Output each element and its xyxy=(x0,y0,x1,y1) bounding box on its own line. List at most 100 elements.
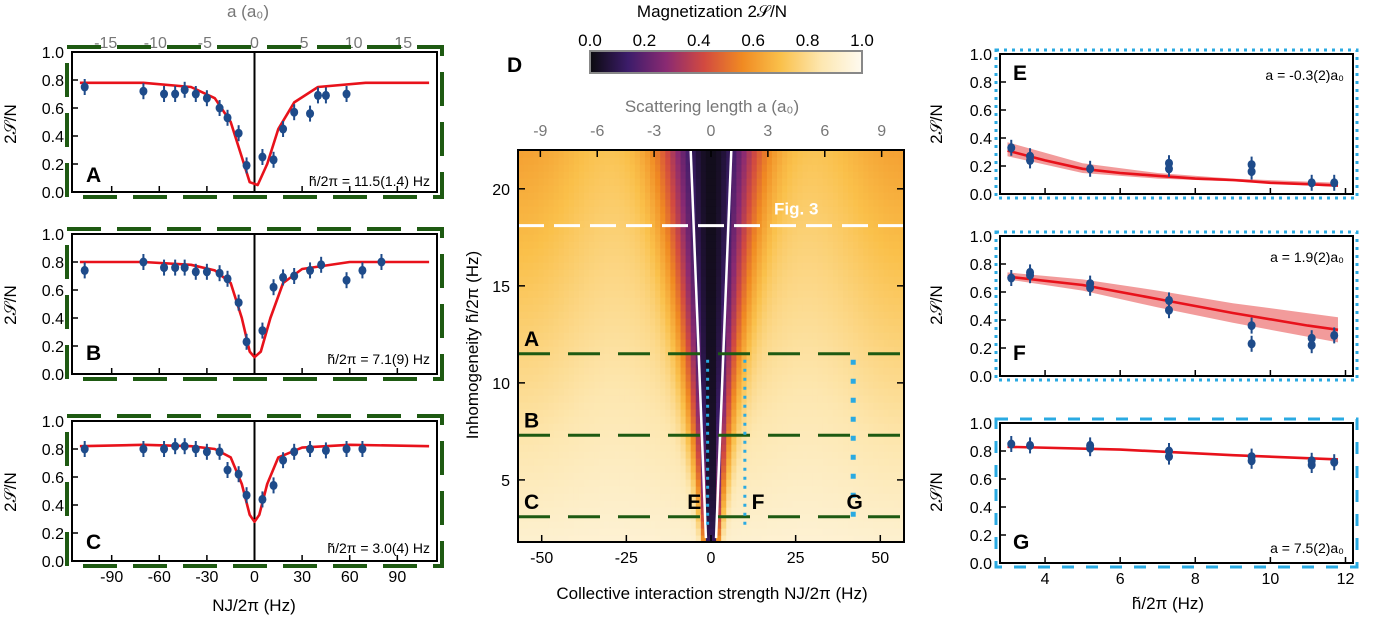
heatmap-cell xyxy=(858,409,864,417)
heatmap-cell xyxy=(609,178,616,186)
heatmap-cell xyxy=(858,171,864,179)
heatmap-cell xyxy=(650,465,656,473)
heatmap-cell xyxy=(756,171,763,179)
top-tick-label: 15 xyxy=(394,35,412,52)
heatmap-cell xyxy=(807,171,814,179)
heatmap-cell xyxy=(761,213,768,221)
data-point xyxy=(269,155,278,165)
heatmap-cell xyxy=(756,234,763,242)
heatmap-cell xyxy=(624,241,631,249)
heatmap-cell xyxy=(787,262,793,270)
heatmap-cell xyxy=(711,388,717,396)
heatmap-cell xyxy=(827,416,834,424)
heatmap-cell xyxy=(675,521,682,529)
y-tick-label: 1.0 xyxy=(970,47,992,64)
heatmap-cell xyxy=(533,150,539,158)
heatmap-cell xyxy=(726,409,732,417)
heatmap-cell xyxy=(558,227,565,235)
heatmap-cell xyxy=(553,528,560,536)
heatmap-cell xyxy=(848,199,854,207)
panel-annotation: a = -0.3(2)a₀ xyxy=(1265,67,1344,83)
heatmap-cell xyxy=(761,241,768,249)
heatmap-cell xyxy=(543,528,550,536)
heatmap-cell xyxy=(568,269,575,277)
heatmap-cell xyxy=(644,444,651,452)
heatmap-cell xyxy=(888,192,895,200)
heatmap-cell xyxy=(771,178,778,186)
heatmap-cell xyxy=(812,395,819,403)
heatmap-cell xyxy=(573,500,580,508)
heatmap-cell xyxy=(670,353,677,361)
heatmap-cell xyxy=(782,423,788,431)
heatmap-cell xyxy=(848,409,854,417)
heatmap-cell xyxy=(705,304,712,312)
heatmap-cell xyxy=(761,458,768,466)
heatmap-cell xyxy=(787,409,793,417)
heatmap-cell xyxy=(685,311,692,319)
x-tick-label: -25 xyxy=(615,550,638,567)
heatmap-cell xyxy=(629,227,636,235)
heatmap-cell xyxy=(863,535,870,542)
heatmap-cell xyxy=(858,367,864,375)
heatmap-cell xyxy=(594,318,600,326)
heatmap-cell xyxy=(751,332,758,340)
heatmap-cell xyxy=(883,241,890,249)
heatmap-cell xyxy=(756,374,763,382)
heatmap-cell xyxy=(548,458,555,466)
heatmap-cell xyxy=(853,500,859,508)
heatmap-cell xyxy=(827,367,834,375)
heatmap-cell xyxy=(584,234,590,242)
heatmap-cell xyxy=(726,367,732,375)
heatmap-cell xyxy=(858,269,864,277)
heatmap-cell xyxy=(873,157,880,165)
data-point xyxy=(358,444,367,454)
heatmap-cell xyxy=(634,451,641,459)
heatmap-cell xyxy=(771,297,778,305)
heatmap-cell xyxy=(837,402,844,410)
heatmap-cell xyxy=(609,290,616,298)
heatmap-cell xyxy=(553,374,560,382)
heatmap-cell xyxy=(731,486,737,494)
top-tick-label: -3 xyxy=(647,123,661,140)
heatmap-cell xyxy=(766,206,773,214)
ylabel-b: 2𝒮/N xyxy=(1,285,20,325)
heatmap-cell xyxy=(523,367,529,375)
heatmap-cell xyxy=(746,171,753,179)
heatmap-cell xyxy=(670,381,677,389)
heatmap-cell xyxy=(568,402,575,410)
heatmap-cell xyxy=(777,486,783,494)
heatmap-cell xyxy=(711,423,717,431)
heatmap-cell xyxy=(634,486,641,494)
heatmap-cell xyxy=(644,213,651,221)
heatmap-cell xyxy=(832,381,839,389)
heatmap-cell xyxy=(802,500,809,508)
heatmap-cell xyxy=(777,395,783,403)
heatmap-cell xyxy=(614,451,621,459)
heatmap-cell xyxy=(619,325,626,333)
heatmap-cell xyxy=(518,199,524,207)
heatmap-cell xyxy=(756,255,763,263)
heatmap-cell xyxy=(711,353,717,361)
heatmap-cell xyxy=(650,493,656,501)
heatmap-cell xyxy=(736,304,743,312)
heatmap-cell xyxy=(528,311,534,319)
heatmap-cell xyxy=(543,283,550,291)
x-tick-label: -60 xyxy=(148,569,171,586)
heatmap-cell xyxy=(604,374,611,382)
heatmap-cell xyxy=(690,339,697,347)
heatmap-cell xyxy=(817,262,824,270)
heatmap-cell xyxy=(573,290,580,298)
heatmap-cell xyxy=(609,325,616,333)
heatmap-cell xyxy=(655,430,661,438)
heatmap-cell xyxy=(614,416,621,424)
heatmap-cell xyxy=(650,290,656,298)
heatmap-cell xyxy=(716,416,722,424)
heatmap-cell xyxy=(553,500,560,508)
y-tick-label: 0.0 xyxy=(42,554,64,571)
heatmap-cell xyxy=(558,339,565,347)
heatmap-cell xyxy=(858,437,864,445)
heatmap-cell xyxy=(558,409,565,417)
heatmap-cell xyxy=(604,472,611,480)
heatmap-cell xyxy=(629,465,636,473)
heatmap-cell xyxy=(573,206,580,214)
